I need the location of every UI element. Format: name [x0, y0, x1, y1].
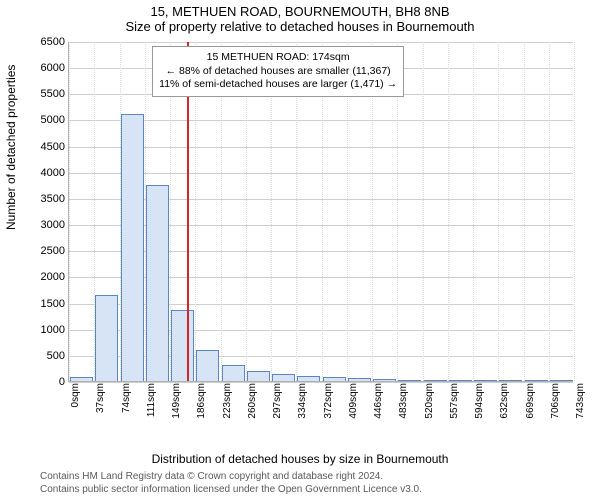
histogram-bar: [121, 114, 144, 381]
histogram-bar: [196, 350, 219, 381]
y-tick-label: 500: [35, 350, 69, 362]
y-tick-label: 3500: [35, 193, 69, 205]
x-tick-label: 669sqm: [525, 381, 536, 419]
x-tick-label: 409sqm: [348, 381, 359, 419]
chart-address-title: 15, METHUEN ROAD, BOURNEMOUTH, BH8 8NB: [0, 0, 600, 19]
histogram-bar: [550, 380, 573, 381]
x-tick-label: 743sqm: [575, 381, 586, 419]
x-tick-label: 594sqm: [474, 381, 485, 419]
gridline-v: [574, 42, 575, 381]
attribution-footer: Contains HM Land Registry data © Crown c…: [40, 471, 422, 496]
x-tick-label: 186sqm: [196, 381, 207, 419]
x-tick-label: 706sqm: [550, 381, 561, 419]
gridline-v: [549, 42, 550, 381]
footer-line-1: Contains HM Land Registry data © Crown c…: [40, 471, 422, 484]
y-tick-label: 5500: [35, 88, 69, 100]
annotation-line: ← 88% of detached houses are smaller (11…: [159, 65, 397, 79]
plot-area: 0500100015002000250030003500400045005000…: [68, 42, 573, 382]
histogram-bar: [499, 380, 522, 381]
x-tick-label: 260sqm: [247, 381, 258, 419]
histogram-bar: [373, 379, 396, 381]
y-tick-label: 6000: [35, 62, 69, 74]
x-tick-label: 483sqm: [398, 381, 409, 419]
x-tick-label: 557sqm: [449, 381, 460, 419]
y-tick-label: 5000: [35, 114, 69, 126]
histogram-bar: [247, 371, 270, 381]
gridline-v: [498, 42, 499, 381]
chart-subtitle: Size of property relative to detached ho…: [0, 19, 600, 36]
gridline-v: [473, 42, 474, 381]
x-tick-label: 37sqm: [95, 381, 106, 413]
x-tick-label: 372sqm: [323, 381, 334, 419]
y-tick-label: 6500: [35, 36, 69, 48]
x-tick-label: 74sqm: [121, 381, 132, 413]
x-tick-label: 446sqm: [373, 381, 384, 419]
histogram-bar: [474, 380, 497, 381]
x-tick-label: 632sqm: [499, 381, 510, 419]
gridline-v: [524, 42, 525, 381]
y-tick-label: 4500: [35, 141, 69, 153]
histogram-bar: [171, 310, 194, 381]
x-tick-label: 111sqm: [146, 381, 157, 417]
y-tick-label: 4000: [35, 167, 69, 179]
y-tick-label: 1000: [35, 324, 69, 336]
x-tick-label: 297sqm: [272, 381, 283, 419]
y-tick-label: 0: [35, 376, 69, 388]
histogram-bar: [146, 185, 169, 381]
histogram-bar: [297, 376, 320, 381]
gridline-v: [448, 42, 449, 381]
annotation-line: 15 METHUEN ROAD: 174sqm: [159, 51, 397, 65]
y-axis-label: Number of detached properties: [4, 65, 18, 230]
histogram-bar: [398, 380, 421, 381]
histogram-bar: [323, 377, 346, 381]
histogram-bar: [525, 380, 548, 381]
y-tick-label: 2500: [35, 245, 69, 257]
chart-container: 15, METHUEN ROAD, BOURNEMOUTH, BH8 8NB S…: [0, 0, 600, 500]
gridline-h: [69, 382, 573, 383]
annotation-line: 11% of semi-detached houses are larger (…: [159, 78, 397, 92]
x-axis-label: Distribution of detached houses by size …: [0, 452, 600, 466]
annotation-box: 15 METHUEN ROAD: 174sqm← 88% of detached…: [152, 46, 404, 97]
footer-line-2: Contains public sector information licen…: [40, 484, 422, 497]
histogram-bar: [222, 365, 245, 381]
x-tick-label: 520sqm: [424, 381, 435, 419]
histogram-bar: [70, 377, 93, 381]
x-tick-label: 0sqm: [70, 381, 81, 407]
histogram-bar: [449, 380, 472, 381]
y-tick-label: 1500: [35, 298, 69, 310]
x-tick-label: 149sqm: [171, 381, 182, 419]
x-tick-label: 223sqm: [222, 381, 233, 419]
x-tick-label: 334sqm: [297, 381, 308, 419]
histogram-bar: [348, 378, 371, 381]
gridline-v: [69, 42, 70, 381]
y-tick-label: 2000: [35, 271, 69, 283]
chart-area: 0500100015002000250030003500400045005000…: [50, 42, 580, 420]
gridline-v: [423, 42, 424, 381]
histogram-bar: [424, 380, 447, 381]
histogram-bar: [95, 295, 118, 381]
y-tick-label: 3000: [35, 219, 69, 231]
histogram-bar: [272, 374, 295, 381]
